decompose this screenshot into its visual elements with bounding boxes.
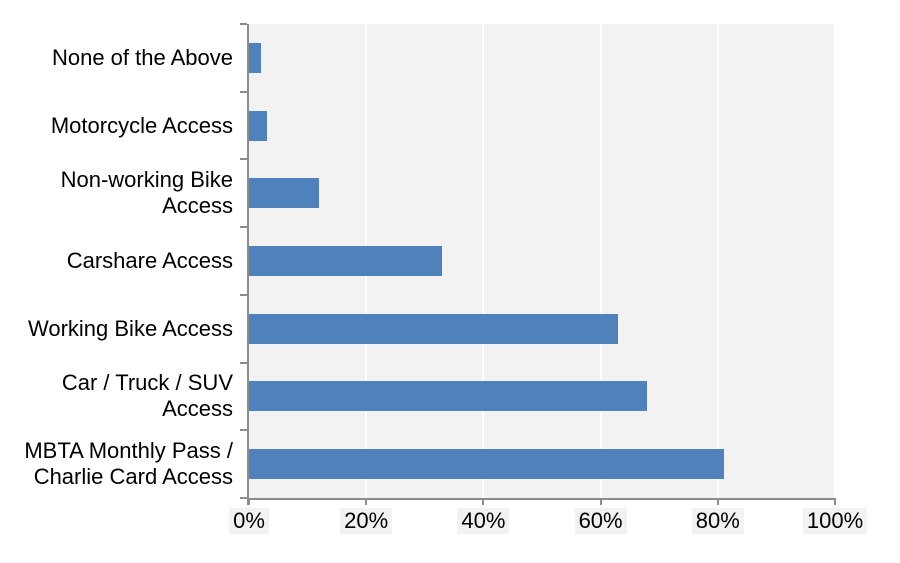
- category-label-non-working-bike-access: Non-working Bike Access: [60, 167, 233, 219]
- x-tick-0: [248, 498, 250, 505]
- gridline-40: [482, 24, 485, 498]
- x-tick-label-20: 20%: [340, 508, 393, 534]
- y-tick-2: [240, 158, 247, 161]
- x-tick-label-100: 100%: [802, 508, 868, 534]
- bar-motorcycle-access: [249, 110, 267, 141]
- category-label-mbta-monthly-pass-charlie-card-access: MBTA Monthly Pass / Charlie Card Access: [24, 438, 233, 490]
- x-tick-label-80: 80%: [691, 508, 744, 534]
- x-tick-40: [482, 498, 485, 505]
- category-label-none-of-the-above: None of the Above: [51, 44, 233, 70]
- y-tick-3: [240, 226, 247, 229]
- y-tick-4: [240, 293, 247, 296]
- y-tick-5: [240, 361, 247, 364]
- y-axis-line: [247, 24, 249, 505]
- gridline-80: [716, 24, 719, 498]
- bar-car-truck-suv-access: [249, 381, 648, 412]
- gridline-100: [834, 24, 836, 498]
- bar-carshare-access: [249, 246, 443, 276]
- category-label-motorcycle-access: Motorcycle Access: [50, 112, 233, 138]
- gridline-60: [599, 24, 602, 498]
- x-tick-60: [599, 498, 602, 505]
- x-axis-line: [247, 498, 835, 500]
- category-label-car-truck-suv-access: Car / Truck / SUV Access: [61, 370, 233, 422]
- plot-area: [249, 24, 836, 498]
- bar-none-of-the-above: [249, 42, 261, 73]
- y-tick-7: [240, 497, 247, 499]
- y-tick-0: [240, 23, 247, 25]
- x-tick-100: [834, 498, 836, 505]
- bar-mbta-monthly-pass-charlie-card-access: [249, 449, 724, 480]
- bar-non-working-bike-access: [249, 178, 320, 209]
- x-tick-label-40: 40%: [457, 508, 510, 534]
- x-tick-label-0: 0%: [229, 508, 269, 534]
- category-label-working-bike-access: Working Bike Access: [27, 315, 233, 341]
- y-tick-6: [240, 429, 247, 432]
- x-tick-80: [716, 498, 719, 505]
- x-tick-label-60: 60%: [574, 508, 627, 534]
- x-tick-20: [365, 498, 368, 505]
- y-tick-1: [240, 90, 247, 93]
- bar-working-bike-access: [249, 313, 619, 344]
- category-label-carshare-access: Carshare Access: [66, 248, 233, 273]
